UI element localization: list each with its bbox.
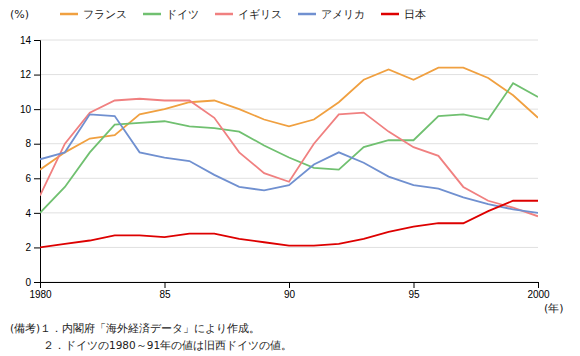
annotation: ２．ドイツの1980～91年の値は旧西ドイツの値。 [10,339,292,351]
tick-label: 90 [284,289,296,300]
annotation: (備考)１．内閣府「海外経済データ」により作成。 [10,322,260,334]
tick-mark [165,282,166,288]
tick-label: 95 [408,289,420,300]
series-line [40,68,538,170]
tick: 6 [25,173,40,184]
legend-item: フランス [60,8,127,21]
tick-label: 6 [25,173,31,184]
legend-item: ドイツ [143,8,199,21]
tick: 14 [20,35,40,46]
y-axis-label: (%) [10,8,29,21]
axis-domain [34,41,41,283]
legend-label: イギリス [238,8,282,21]
tick-mark [414,282,415,288]
y-axis: 0 2 4 6 8 10 12 14 [20,35,41,288]
legend-label: 日本 [404,8,426,21]
tick: 12 [20,69,40,80]
legend-item: アメリカ [298,8,365,21]
tick: 0 [25,277,40,288]
tick-label: 2000 [527,289,550,300]
tick: 2 [25,242,40,253]
plot: 1980 85 90 95 2000 0 2 4 6 8 10 12 14 [20,35,550,300]
legend-label: フランス [83,8,127,21]
grid-line [40,40,538,41]
tick-label: 85 [159,289,171,300]
series-line [40,83,538,213]
tick-label: 0 [25,277,31,288]
tick: 1980 [29,282,52,300]
lines [40,68,538,248]
legend: フランス ドイツ イギリス アメリカ 日本 [60,8,426,21]
tick-mark [34,282,40,283]
tick-label: 4 [25,208,31,219]
series-line [40,201,538,248]
legend-swatch [215,13,233,16]
axis-domain [41,283,539,289]
tick: 2000 [527,282,550,300]
legend-label: ドイツ [166,8,199,21]
legend-label: アメリカ [321,8,365,21]
tick-mark [34,75,40,76]
tick-mark [538,282,539,288]
tick: 10 [20,104,40,115]
legend-swatch [298,13,316,16]
x-axis: 1980 85 90 95 2000 [29,282,550,300]
grid-line [40,247,538,248]
tick-mark [289,282,290,288]
tick: 85 [159,282,171,300]
tick-label: 8 [25,138,31,149]
x-axis-label: (年) [544,302,564,315]
legend-swatch [381,13,399,16]
tick-label: 10 [20,104,32,115]
tick-mark [34,178,40,179]
series-line [40,114,538,213]
tick: 95 [408,282,420,300]
tick-label: 1980 [29,289,52,300]
legend-item: 日本 [381,8,426,21]
tick-mark [34,144,40,145]
tick: 90 [284,282,296,300]
tick-label: 2 [25,242,31,253]
chart: 1980 85 90 95 2000 0 2 4 6 8 10 12 14 (%) (年) フランス ドイツ イギ… [0,0,580,356]
legend-swatch [143,13,161,16]
grid-line [40,143,538,144]
legend-item: イギリス [215,8,282,21]
tick-mark [34,247,40,248]
tick-label: 12 [20,69,32,80]
tick-mark [34,213,40,214]
tick-label: 14 [20,35,32,46]
grid-line [40,178,538,179]
grid-line [40,109,538,110]
tick-mark [34,109,40,110]
grid-line [40,74,538,75]
grid [40,40,538,282]
tick: 8 [25,138,40,149]
tick: 4 [25,208,40,219]
grid-line [40,212,538,213]
series-line [40,99,538,217]
tick-mark [34,40,40,41]
legend-swatch [60,13,78,16]
